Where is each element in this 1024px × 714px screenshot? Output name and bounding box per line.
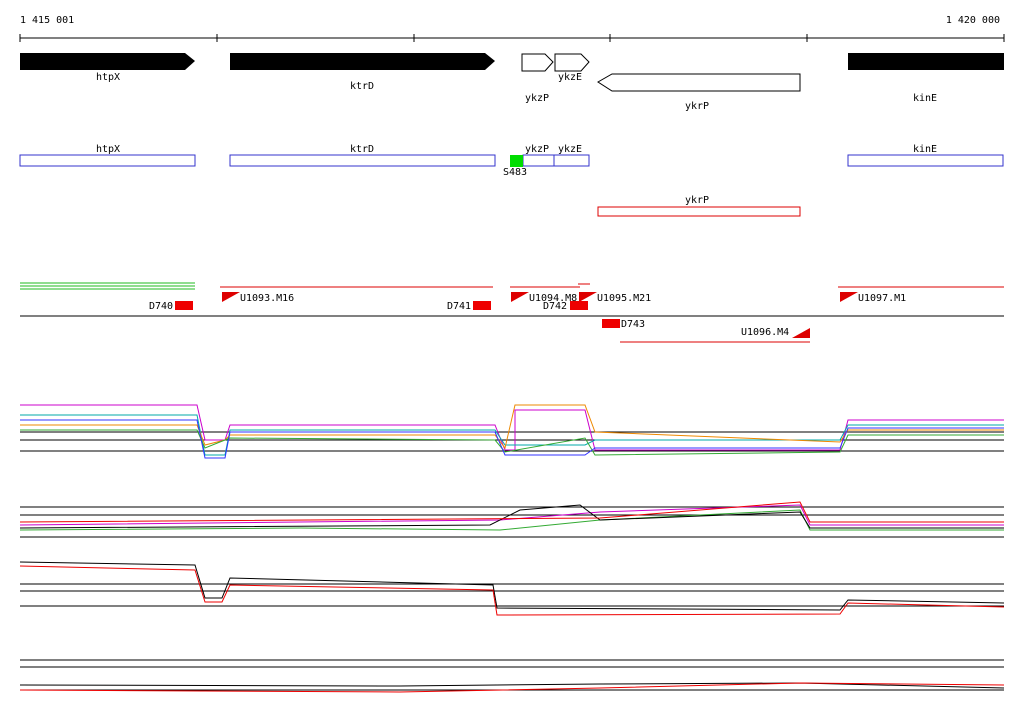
- gene-label: ykzE: [558, 72, 582, 83]
- ruler-end: 1 420 000: [946, 15, 1000, 26]
- gene-label: kinE: [913, 93, 937, 104]
- annotation-label: kinE: [913, 144, 937, 155]
- segment-label: D743: [621, 319, 645, 330]
- segment-label: U1093.M16: [240, 293, 294, 304]
- annotation-label: ykzP: [525, 144, 549, 155]
- segment-label: D741: [447, 301, 471, 312]
- gene-label: ykrP: [685, 101, 709, 112]
- annotation-label: ykzE: [558, 144, 582, 155]
- annotation-label: S483: [503, 167, 527, 178]
- gene-arrows: htpX ktrD ykzP ykzE ykrP kinE: [20, 53, 1004, 112]
- segment-label: U1094.M8: [529, 293, 577, 304]
- ruler: 1 415 001 1 420 000: [19, 15, 1005, 42]
- annotation-boxes: htpX ktrD ykzP ykzE kinE ykrP S483: [19, 144, 1004, 217]
- gene-label: ktrD: [350, 81, 374, 92]
- segment-label: U1097.M1: [858, 293, 906, 304]
- segments: D740 U1093.M16 D741 U1094.M8 D742 U1095.…: [20, 282, 1004, 343]
- segment-label: D740: [149, 301, 173, 312]
- annotation-label: htpX: [96, 144, 120, 155]
- segment-label: U1096.M4: [741, 327, 789, 338]
- gene-label: ykzP: [525, 93, 549, 104]
- annotation-label: ykrP: [685, 195, 709, 206]
- expression-profiles: [19, 404, 1005, 693]
- segment-label: D742: [543, 301, 567, 312]
- gene-label: htpX: [96, 72, 120, 83]
- annotation-label: ktrD: [350, 144, 374, 155]
- ruler-start: 1 415 001: [20, 15, 74, 26]
- segment-label: U1095.M21: [597, 293, 651, 304]
